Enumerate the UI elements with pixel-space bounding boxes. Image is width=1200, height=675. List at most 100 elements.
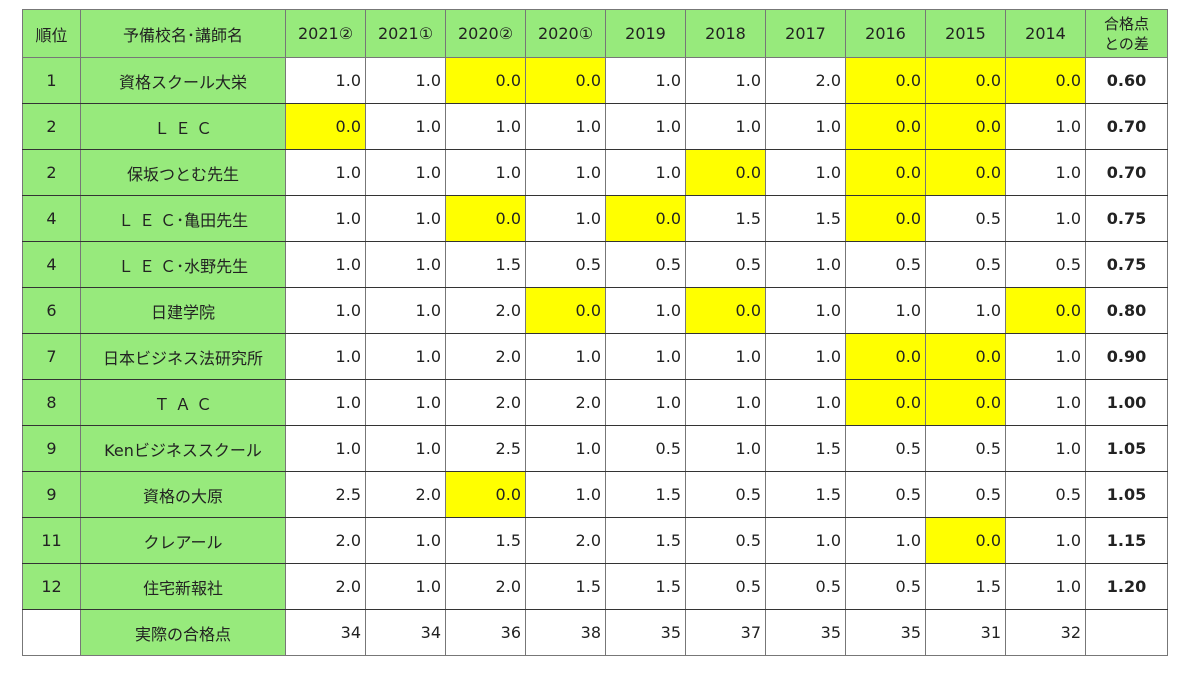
score-cell: 1.0 (765, 103, 846, 150)
data-row: 11 クレアール 2.0 1.0 1.5 2.0 1.5 0.5 1.0 1.0 0.0 1.0 1.1… (22, 517, 1168, 564)
score-cell: 1.0 (765, 149, 846, 196)
score-cell: 1.0 (605, 333, 686, 380)
passing-score-cell: 37 (685, 609, 766, 656)
header-cell: 2017 (765, 9, 846, 58)
score-cell: 1.0 (525, 103, 606, 150)
score-cell: 1.5 (685, 195, 766, 242)
header-cell: 2016 (845, 9, 926, 58)
header-cell: 合格点 との差 (1085, 9, 1168, 58)
score-cell: 1.0 (285, 149, 366, 196)
header-cell: 2014 (1005, 9, 1086, 58)
score-cell: 1.0 (285, 287, 366, 334)
score-cell: 1.5 (765, 195, 846, 242)
score-cell: 0.0 (285, 103, 366, 150)
score-cell: 1.0 (1005, 379, 1086, 426)
score-cell: 0.5 (685, 517, 766, 564)
passing-score-cell: 32 (1005, 609, 1086, 656)
score-cell: 2.0 (445, 379, 526, 426)
score-cell: 1.0 (925, 287, 1006, 334)
score-cell: 1.0 (765, 333, 846, 380)
score-cell: 1.0 (845, 517, 926, 564)
score-cell: 0.0 (605, 195, 686, 242)
rank-cell: 9 (22, 425, 81, 472)
name-cell: 日建学院 (80, 287, 286, 334)
rank-cell: 2 (22, 103, 81, 150)
score-cell: 1.0 (685, 57, 766, 104)
name-cell: Kenビジネススクール (80, 425, 286, 472)
score-cell: 0.5 (925, 471, 1006, 518)
score-cell: 1.5 (765, 425, 846, 472)
score-cell: 1.0 (605, 103, 686, 150)
score-cell: 1.0 (685, 333, 766, 380)
name-cell: 保坂つとむ先生 (80, 149, 286, 196)
score-cell: 0.0 (845, 333, 926, 380)
score-cell: 2.0 (285, 563, 366, 610)
score-cell: 1.0 (685, 425, 766, 472)
score-cell: 1.0 (1005, 425, 1086, 472)
score-cell: 1.5 (605, 517, 686, 564)
score-cell: 1.0 (365, 103, 446, 150)
score-cell: 0.5 (925, 195, 1006, 242)
footer-label: 実際の合格点 (80, 609, 286, 656)
header-cell: 順位 (22, 9, 81, 58)
diff-cell: 0.80 (1085, 287, 1168, 334)
name-cell: 日本ビジネス法研究所 (80, 333, 286, 380)
score-table: 順位 予備校名･講師名 2021② 2021① 2020② 2020① 2019 2018 20… (22, 9, 1168, 656)
footer-row: 実際の合格点 34 34 36 38 35 37 35 35 31 32 (22, 609, 1168, 656)
header-cell: 予備校名･講師名 (80, 9, 286, 58)
score-cell: 1.0 (365, 149, 446, 196)
score-cell: 1.0 (685, 103, 766, 150)
passing-score-cell: 35 (765, 609, 846, 656)
data-row: 7 日本ビジネス法研究所 1.0 1.0 2.0 1.0 1.0 1.0 1.0 0.0 0.0 1.… (22, 333, 1168, 380)
score-cell: 1.0 (765, 517, 846, 564)
score-cell: 0.0 (925, 57, 1006, 104)
rank-cell: 4 (22, 241, 81, 288)
empty-cell (1085, 609, 1168, 656)
score-cell: 0.5 (925, 425, 1006, 472)
score-cell: 1.0 (365, 57, 446, 104)
score-cell: 1.0 (1005, 563, 1086, 610)
rank-cell: 12 (22, 563, 81, 610)
score-cell: 0.0 (845, 57, 926, 104)
rank-cell: 9 (22, 471, 81, 518)
rank-cell: 6 (22, 287, 81, 334)
score-cell: 0.0 (685, 287, 766, 334)
score-cell: 1.0 (1005, 103, 1086, 150)
passing-score-cell: 31 (925, 609, 1006, 656)
score-cell: 2.5 (445, 425, 526, 472)
score-cell: 0.0 (445, 195, 526, 242)
score-cell: 1.5 (525, 563, 606, 610)
score-cell: 1.0 (365, 563, 446, 610)
header-cell: 2020② (445, 9, 526, 58)
score-cell: 1.0 (285, 379, 366, 426)
score-cell: 1.0 (365, 287, 446, 334)
score-cell: 1.0 (1005, 333, 1086, 380)
data-row: 2 保坂つとむ先生 1.0 1.0 1.0 1.0 1.0 0.0 1.0 0.0 0.0 1.0 0.… (22, 149, 1168, 196)
score-cell: 1.5 (765, 471, 846, 518)
score-cell: 0.5 (605, 241, 686, 288)
score-cell: 0.0 (685, 149, 766, 196)
score-cell: 0.0 (925, 517, 1006, 564)
data-row: 1 資格スクール大栄 1.0 1.0 0.0 0.0 1.0 1.0 2.0 0.0 0.0 0.0 0… (22, 57, 1168, 104)
data-row: 9 Kenビジネススクール 1.0 1.0 2.5 1.0 0.5 1.0 1.5 0.5 0.5 1… (22, 425, 1168, 472)
score-cell: 1.0 (365, 379, 446, 426)
header-cell: 2020① (525, 9, 606, 58)
score-cell: 0.5 (525, 241, 606, 288)
rank-cell: 2 (22, 149, 81, 196)
diff-cell: 1.05 (1085, 425, 1168, 472)
score-cell: 1.0 (685, 379, 766, 426)
score-cell: 1.0 (1005, 517, 1086, 564)
score-cell: 1.0 (1005, 149, 1086, 196)
score-cell: 0.0 (925, 149, 1006, 196)
score-cell: 2.0 (365, 471, 446, 518)
score-cell: 0.0 (925, 103, 1006, 150)
score-cell: 0.5 (1005, 471, 1086, 518)
score-cell: 1.0 (285, 425, 366, 472)
score-cell: 0.0 (925, 379, 1006, 426)
passing-score-cell: 35 (605, 609, 686, 656)
score-cell: 0.0 (445, 471, 526, 518)
diff-cell: 0.70 (1085, 103, 1168, 150)
